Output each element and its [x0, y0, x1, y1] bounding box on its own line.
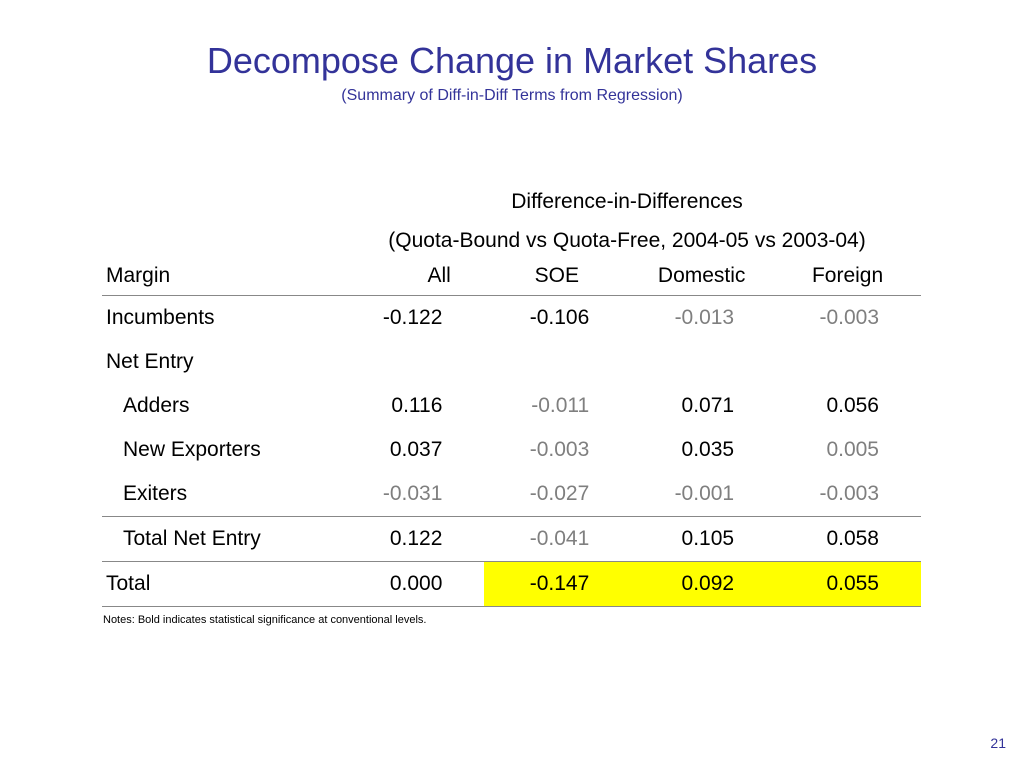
table-cell: -0.003 — [819, 306, 879, 329]
table-cell: 0.116 — [391, 394, 443, 417]
table-cell — [314, 340, 485, 384]
table-super-header-detail: (Quota-Bound vs Quota-Free, 2004-05 vs 2… — [388, 229, 866, 252]
table-row: Incumbents -0.122 -0.106 -0.013 -0.003 — [102, 296, 921, 341]
row-label: Total — [102, 561, 314, 607]
table-cell — [774, 340, 921, 384]
row-label: Exiters — [123, 482, 188, 505]
table-row: Adders 0.116 -0.011 0.071 0.056 — [102, 384, 921, 428]
results-table: Margin All SOE Domestic Foreign Incumben… — [102, 257, 921, 607]
column-header-all: All — [313, 257, 485, 296]
row-label: Adders — [123, 394, 190, 417]
table-cell: -0.147 — [484, 561, 630, 607]
table-cell: -0.031 — [382, 482, 443, 505]
row-label: Incumbents — [106, 306, 215, 329]
table-cell: 0.056 — [826, 394, 879, 417]
table-cell: -0.122 — [382, 306, 443, 329]
row-label: Total Net Entry — [102, 516, 314, 562]
table-cell: 0.058 — [774, 516, 921, 562]
table-cell: -0.011 — [531, 394, 590, 417]
column-header-domestic: Domestic — [629, 257, 775, 296]
page-number: 21 — [990, 735, 1006, 751]
table-cell: -0.106 — [529, 306, 590, 329]
table-row: Total Net Entry 0.122 -0.041 0.105 0.058 — [102, 516, 921, 562]
table-cell: 0.037 — [389, 438, 443, 461]
column-header-margin: Margin — [102, 257, 314, 296]
table-cell: -0.001 — [674, 482, 735, 505]
table-cell: 0.035 — [681, 438, 735, 461]
row-label: Net Entry — [106, 350, 194, 373]
table-cell: -0.041 — [484, 516, 630, 562]
table-cell: 0.122 — [313, 516, 485, 562]
table-cell: -0.003 — [529, 438, 590, 461]
table-row: Net Entry — [102, 340, 921, 384]
table-cell: 0.105 — [629, 516, 775, 562]
table-cell: 0.055 — [774, 561, 921, 607]
table-row: Total 0.000 -0.147 0.092 0.055 — [102, 561, 921, 607]
table-cell — [629, 340, 774, 384]
table-notes: Notes: Bold indicates statistical signif… — [103, 614, 427, 626]
table-cell: 0.000 — [313, 561, 485, 607]
table-cell: -0.003 — [819, 482, 879, 505]
table-row: Exiters -0.031 -0.027 -0.001 -0.003 — [102, 472, 921, 517]
row-label: New Exporters — [123, 438, 261, 461]
table-cell: -0.013 — [674, 306, 735, 329]
column-header-foreign: Foreign — [774, 257, 921, 296]
slide-subtitle: (Summary of Diff-in-Diff Terms from Regr… — [341, 87, 683, 104]
table-cell: 0.071 — [681, 394, 735, 417]
table-header-row: Margin All SOE Domestic Foreign — [102, 257, 921, 296]
table-cell: -0.027 — [529, 482, 590, 505]
table-row: New Exporters 0.037 -0.003 0.035 0.005 — [102, 428, 921, 472]
table-super-header: Difference-in-Differences — [511, 190, 743, 213]
column-header-soe: SOE — [484, 257, 630, 296]
slide-title: Decompose Change in Market Shares — [206, 40, 818, 81]
table-cell — [484, 340, 629, 384]
table-cell: 0.005 — [826, 438, 879, 461]
table-cell: 0.092 — [629, 561, 775, 607]
